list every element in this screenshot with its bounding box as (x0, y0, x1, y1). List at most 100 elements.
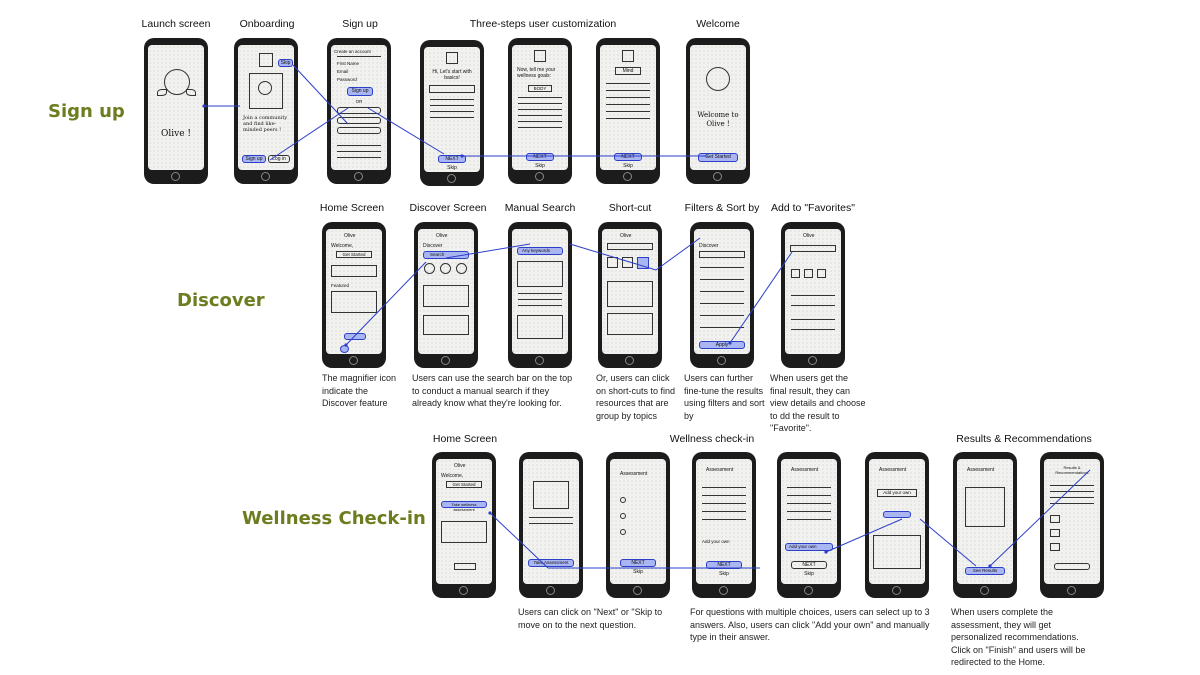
customization-1-text: Hi, Let's start with basics! (432, 69, 472, 81)
onboarding-signup-button[interactable]: Sign up (242, 155, 266, 163)
phone-assessment-keyboard: Assessment Add your own (865, 452, 929, 598)
assessment-q2-next[interactable]: NEXT (791, 561, 827, 569)
phone-assessment-intro: Take Assessment (519, 452, 583, 598)
customization-3-skip[interactable]: Skip (623, 163, 633, 169)
signup-field-password[interactable]: Password (337, 77, 357, 82)
short-cut-topic-button[interactable] (637, 257, 649, 269)
wellness-home-get-started[interactable]: Get Started (446, 481, 482, 488)
onboarding-skip-button[interactable]: Skip (278, 59, 293, 67)
caption-filters: Users can further fine-tune the results … (684, 373, 765, 421)
launch-text: Olive ! (160, 129, 192, 139)
assessment-q1-skip[interactable]: Skip (719, 571, 729, 577)
phone-filters-sort: Discover Apply (690, 222, 754, 368)
discover-home-app-name: Olive (344, 233, 356, 239)
label-home-screen-2: Home Screen (432, 433, 498, 445)
discover-search-bar[interactable]: Search (423, 251, 469, 259)
customization-2-body[interactable]: BODY (528, 85, 552, 92)
label-results-recommendations: Results & Recommendations (956, 433, 1092, 445)
caption-search: Users can use the search bar on the top … (412, 373, 573, 408)
connector-addown-keyboard (825, 518, 903, 553)
connector-dot (728, 341, 732, 345)
label-discover-screen: Discover Screen (409, 202, 487, 214)
label-onboarding: Onboarding (239, 18, 295, 30)
label-add-favorites: Add to "Favorites" (771, 202, 855, 214)
label-wellness-check-in: Wellness check-in (669, 433, 755, 445)
caption-results: When users complete the assessment, they… (951, 607, 1086, 667)
customization-2-next-button[interactable]: NEXT (526, 153, 554, 161)
connector-dot (988, 564, 992, 568)
connector-dot (344, 343, 348, 347)
customization-1-skip[interactable]: Skip (447, 165, 457, 171)
phone-customization-2: Now, tell me your wellness goals: BODY N… (508, 38, 572, 184)
phone-assessment-final: Assessment See Results (953, 452, 1017, 598)
connector-search-shortcut (569, 243, 657, 271)
assessment-q2-title: Assessment (791, 467, 819, 473)
phone-customization-3: Mind NEXT Skip (596, 38, 660, 184)
label-launch-screen: Launch screen (141, 18, 211, 30)
assessment-q2-skip[interactable]: Skip (804, 571, 814, 577)
discover-home-welcome: Welcome, (331, 243, 354, 249)
signup-field-email[interactable]: Email (337, 69, 349, 74)
assessment-steps-next[interactable]: NEXT (620, 559, 656, 567)
row-title-wellness: Wellness Check-in (242, 508, 426, 529)
connector-dot (488, 511, 492, 515)
connector-onboarding-signup (292, 64, 349, 125)
onboarding-login-button[interactable]: Log in (268, 155, 290, 163)
label-filters-sort: Filters & Sort by (684, 202, 760, 214)
phone-launch-screen: Olive ! (144, 38, 208, 184)
phone-short-cut: Olive (598, 222, 662, 368)
assessment-kb-submit[interactable] (883, 511, 911, 518)
connector-keyboard-final (919, 518, 977, 567)
signup-header: Create an account (334, 49, 371, 54)
welcome-text: Welcome to Olive ! (697, 111, 739, 128)
caption-magnifier: The magnifier icon indicate the Discover… (322, 373, 397, 408)
label-three-steps: Three-steps user customization (469, 18, 617, 30)
keyboard[interactable] (873, 535, 921, 569)
row-title-signup: Sign up (48, 101, 125, 122)
wellness-home-app-name: Olive (454, 463, 466, 469)
connector-shortcut-filters (655, 237, 701, 271)
label-manual-search: Manual Search (504, 202, 576, 214)
see-results-button[interactable]: See Results (965, 567, 1005, 575)
discover-screen-title: Discover (423, 243, 443, 249)
wellness-home-welcome: Welcome, (441, 473, 464, 479)
assessment-q2-add-your-own[interactable]: Add your own (785, 543, 833, 551)
assessment-steps-skip[interactable]: Skip (633, 569, 643, 575)
connector-discover-search (445, 243, 531, 259)
discover-screen-app-name: Olive (436, 233, 448, 239)
signup-button[interactable]: Sign up (347, 87, 373, 96)
phone-assessment-q1: Assessment Add your own NEXT Skip (692, 452, 756, 598)
customization-1-next-button[interactable]: NEXT (438, 155, 466, 163)
connector-filters-favorites (729, 251, 793, 344)
phone-results: Results & Recommendations (1040, 452, 1104, 598)
customization-3-header: Mind (615, 67, 641, 75)
signup-field-first-name[interactable]: First Name (337, 61, 360, 66)
assessment-q1-title: Assessment (706, 467, 734, 473)
customization-2-skip[interactable]: Skip (535, 163, 545, 169)
olive-mascot-icon (706, 67, 730, 91)
assessment-kb-add-your-own[interactable]: Add your own (877, 489, 917, 497)
assessment-kb-title: Assessment (879, 467, 907, 473)
discover-home-featured: Featured (331, 283, 350, 288)
connector-signup-custom1 (367, 107, 445, 155)
welcome-get-started-button[interactable]: Get Started (698, 153, 738, 162)
phone-manual-search: Any keywords (508, 222, 572, 368)
take-assessment-button[interactable]: Take Assessment (528, 559, 574, 567)
caption-multiple: For questions with multiple choices, use… (690, 607, 930, 642)
discover-home-get-started[interactable]: Get Started (336, 251, 372, 258)
filters-title: Discover (699, 243, 719, 249)
label-short-cut: Short-cut (608, 202, 652, 214)
manual-search-input[interactable]: Any keywords (517, 247, 563, 255)
phone-welcome: Welcome to Olive ! Get Started (686, 38, 750, 184)
phone-assessment-q2: Assessment Add your own NEXT Skip (777, 452, 841, 598)
connector-dot (824, 550, 828, 554)
caption-next: Users can click on "Next" or "Skip to mo… (518, 607, 663, 630)
wellness-home-take-assessment[interactable]: Take wellness assessment (441, 501, 487, 512)
filters-apply-button[interactable]: Apply (699, 341, 745, 349)
customization-3-next-button[interactable]: NEXT (614, 153, 642, 161)
label-home-screen: Home Screen (319, 202, 385, 214)
customization-2-text: Now, tell me your wellness goals: (517, 67, 556, 79)
assessment-q1-add-your-own[interactable]: Add your own (702, 539, 730, 544)
phone-onboarding: Skip Join a community and find like-mind… (234, 38, 298, 184)
phone-wellness-home: Olive Welcome, Get Started Take wellness… (432, 452, 496, 598)
